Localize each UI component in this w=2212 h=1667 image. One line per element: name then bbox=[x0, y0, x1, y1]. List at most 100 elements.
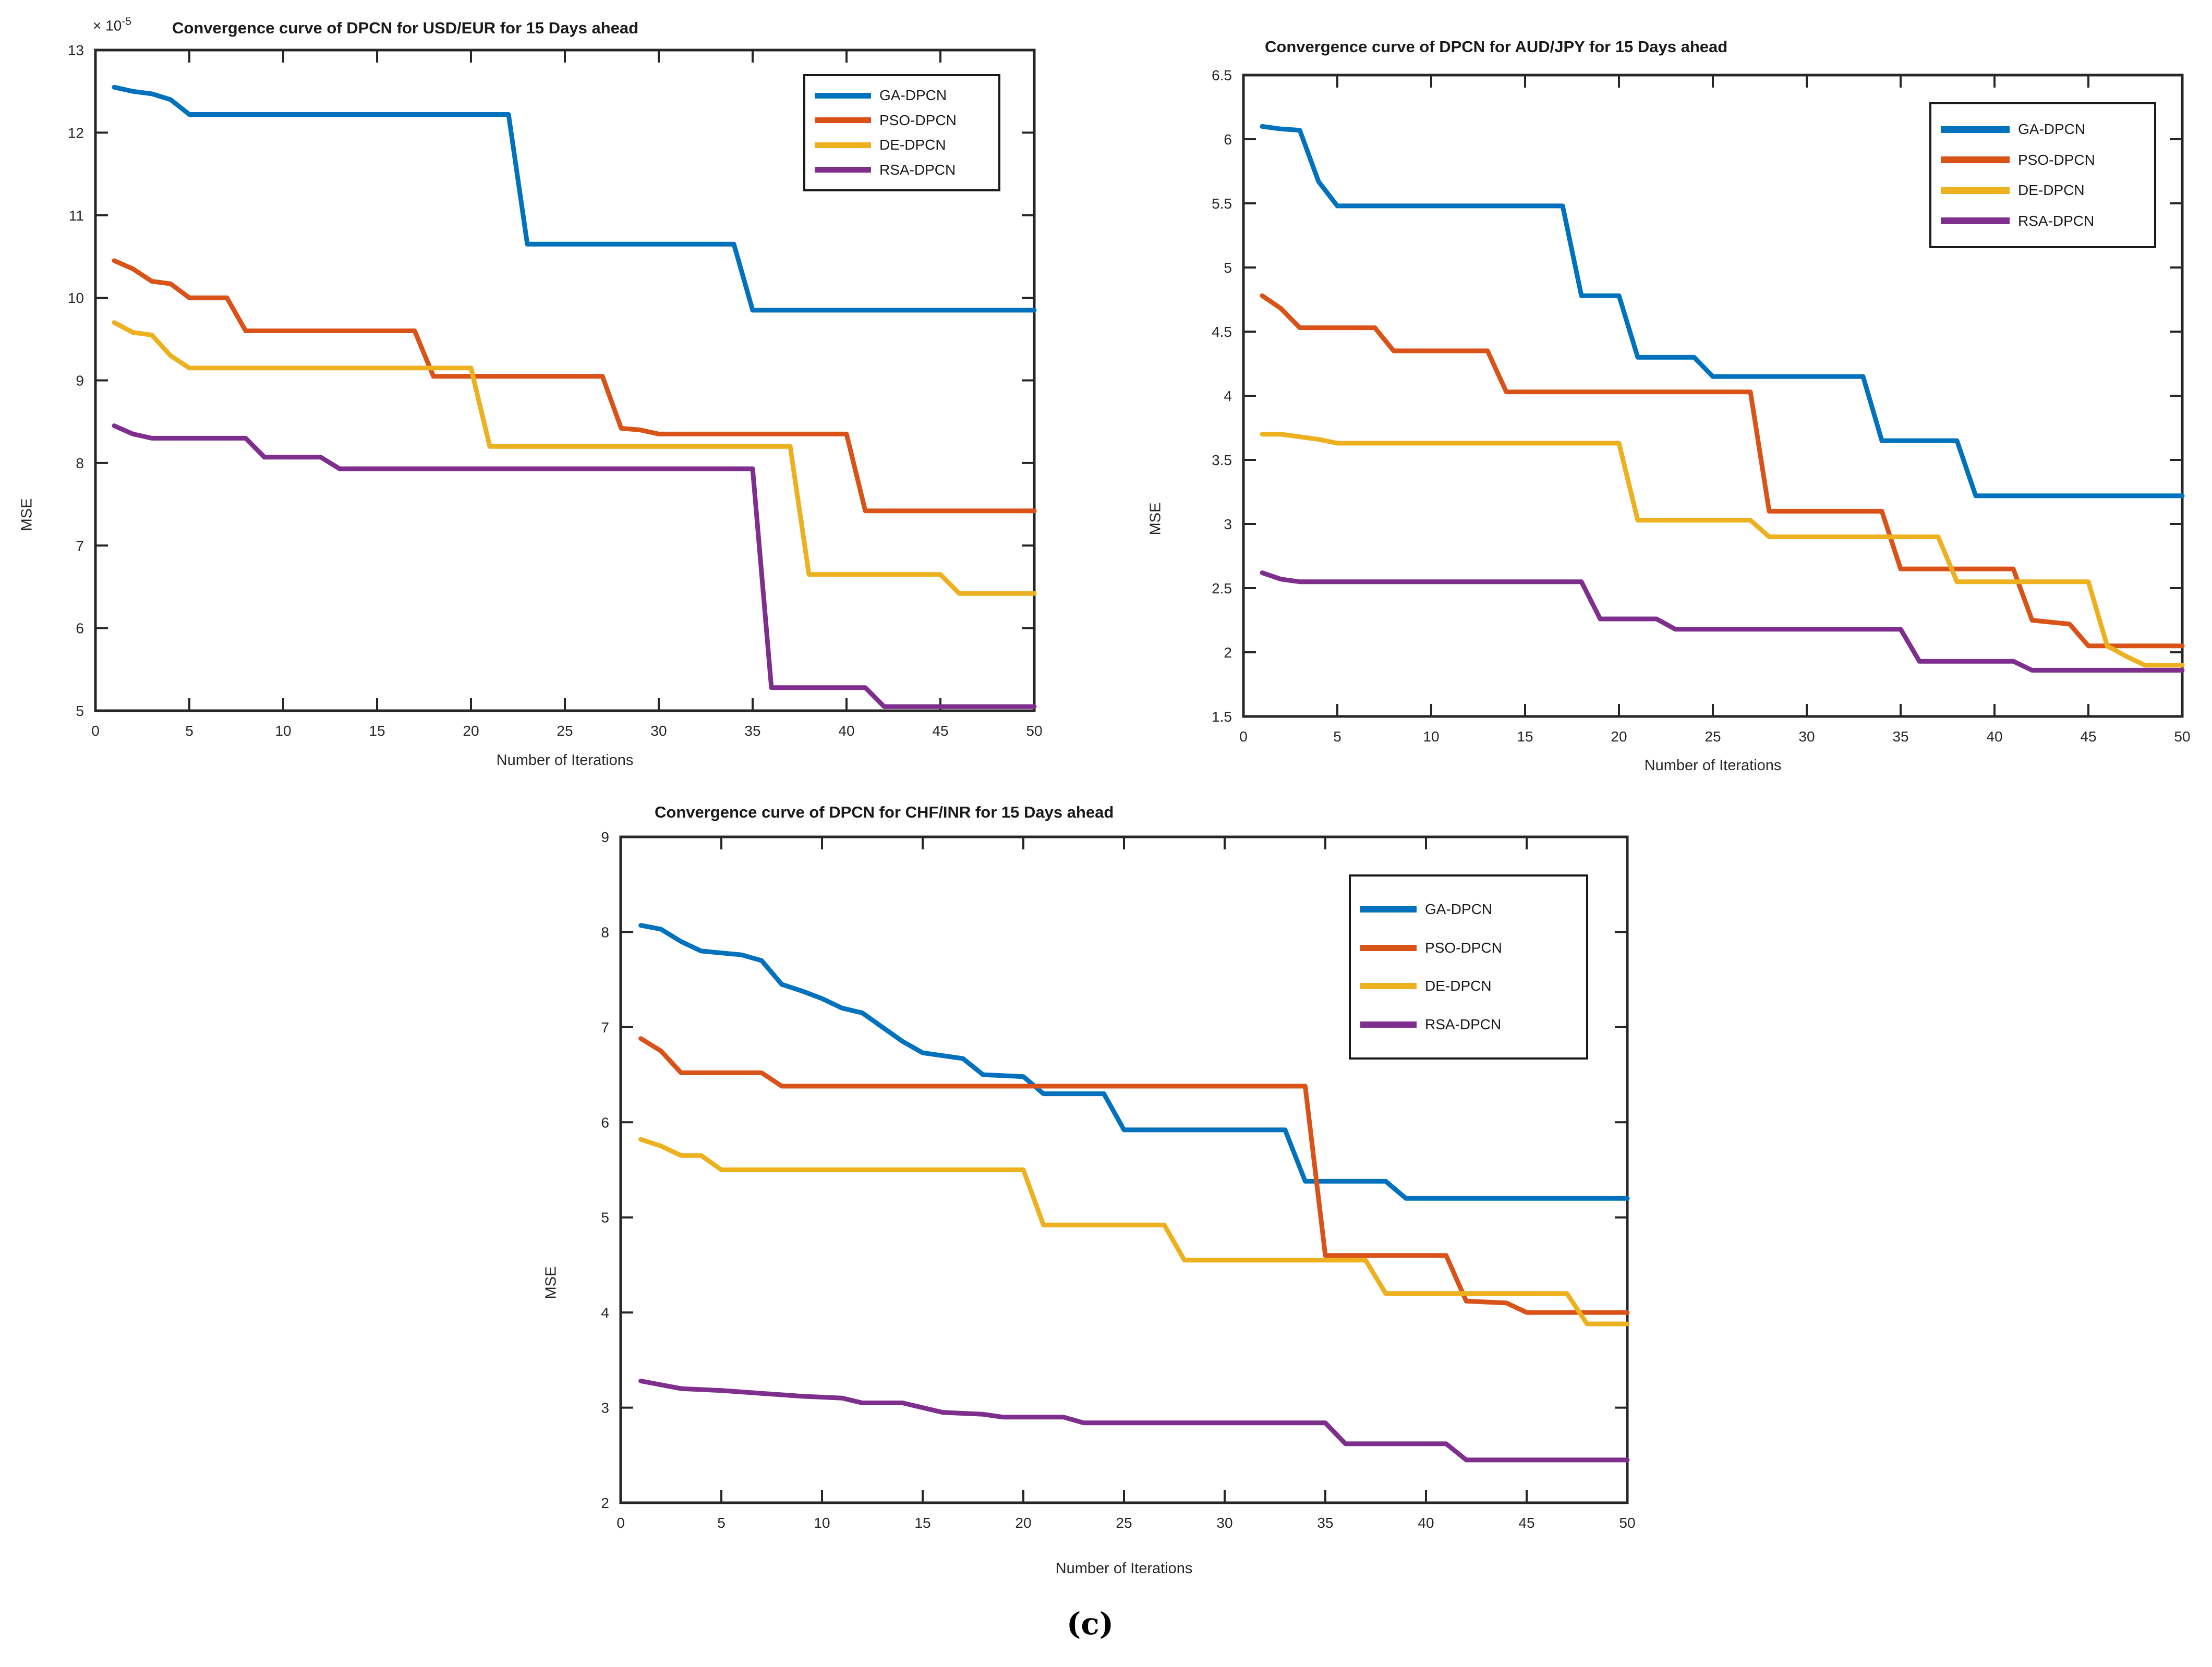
legend-label: RSA-DPCN bbox=[879, 161, 956, 178]
legend-label: PSO-DPCN bbox=[2018, 151, 2095, 168]
de-dpcn-line-swatch bbox=[1360, 983, 1417, 990]
svg-text:3: 3 bbox=[601, 1400, 609, 1416]
y-axis-label: MSE bbox=[542, 1266, 560, 1299]
svg-text:15: 15 bbox=[369, 723, 385, 739]
svg-text:0: 0 bbox=[1239, 728, 1248, 745]
x-axis-label: Number of Iterations bbox=[1055, 1560, 1193, 1577]
svg-text:5: 5 bbox=[185, 723, 194, 739]
plot-area-aud-jpy: 0 5 10 15 20 25 30 35 40 45 50 1.5 2 2.5 3 3.5 4 4.5 5 5.5 6… bbox=[1212, 67, 2191, 745]
svg-text:5: 5 bbox=[601, 1210, 609, 1226]
legend-item-ga-dpcn: GA-DPCN bbox=[1937, 121, 2149, 138]
svg-text:5: 5 bbox=[76, 703, 84, 719]
svg-text:50: 50 bbox=[1026, 723, 1042, 739]
svg-text:50: 50 bbox=[2174, 728, 2190, 745]
svg-text:8: 8 bbox=[76, 455, 84, 471]
legend-aud-jpy: GA-DPCN PSO-DPCN DE-DPCN RSA-DPCN bbox=[1929, 102, 2156, 248]
legend-label: GA-DPCN bbox=[879, 87, 947, 104]
svg-text:20: 20 bbox=[463, 723, 479, 739]
svg-text:5: 5 bbox=[1333, 728, 1341, 745]
svg-text:11: 11 bbox=[69, 208, 84, 224]
svg-text:30: 30 bbox=[1216, 1515, 1232, 1531]
chart-title-chf-inr: Convergence curve of DPCN for CHF/INR fo… bbox=[655, 803, 1114, 821]
legend-item-rsa-dpcn: RSA-DPCN bbox=[811, 162, 993, 178]
ga-dpcn-line-swatch bbox=[815, 92, 871, 99]
legend-item-ga-dpcn: GA-DPCN bbox=[1356, 901, 1581, 918]
legend-label: RSA-DPCN bbox=[1425, 1016, 1502, 1032]
svg-text:3: 3 bbox=[1224, 516, 1232, 532]
svg-text:45: 45 bbox=[1518, 1515, 1534, 1531]
legend-label: RSA-DPCN bbox=[2018, 212, 2095, 229]
svg-text:15: 15 bbox=[1517, 728, 1533, 745]
svg-text:6.5: 6.5 bbox=[1212, 67, 1232, 83]
svg-text:35: 35 bbox=[1317, 1515, 1333, 1531]
legend-label: PSO-DPCN bbox=[879, 112, 957, 128]
svg-text:25: 25 bbox=[1116, 1515, 1132, 1531]
svg-text:0: 0 bbox=[91, 723, 100, 739]
x-axis-label: Number of Iterations bbox=[496, 752, 634, 769]
legend-label: DE-DPCN bbox=[879, 137, 946, 153]
svg-text:30: 30 bbox=[650, 723, 667, 739]
svg-text:3.5: 3.5 bbox=[1212, 452, 1232, 468]
svg-text:45: 45 bbox=[2080, 728, 2096, 745]
de-dpcn-line-swatch bbox=[815, 142, 871, 148]
de-dpcn-line-swatch bbox=[1941, 187, 2010, 194]
pso-dpcn-line-swatch bbox=[815, 117, 871, 124]
svg-text:12: 12 bbox=[68, 125, 84, 141]
chart-chf-inr: 0 5 10 15 20 25 30 35 40 45 50 2 3 4 5 6 7 8 9 Convergence… bbox=[522, 798, 1669, 1632]
svg-text:35: 35 bbox=[744, 723, 760, 739]
svg-text:25: 25 bbox=[557, 723, 573, 739]
figure-caption: (c) bbox=[1066, 1606, 1114, 1641]
svg-text:6: 6 bbox=[76, 620, 84, 637]
svg-text:1.5: 1.5 bbox=[1212, 709, 1232, 725]
svg-text:13: 13 bbox=[68, 42, 84, 58]
legend-item-ga-dpcn: GA-DPCN bbox=[811, 87, 993, 104]
svg-text:25: 25 bbox=[1705, 728, 1721, 745]
svg-text:10: 10 bbox=[68, 290, 84, 306]
svg-text:2: 2 bbox=[1224, 644, 1232, 661]
legend-item-pso-dpcn: PSO-DPCN bbox=[811, 112, 993, 129]
rsa-dpcn-line-swatch bbox=[815, 167, 871, 173]
exponent-value: -5 bbox=[122, 16, 131, 28]
x-axis-label: Number of Iterations bbox=[1644, 757, 1782, 774]
svg-text:6: 6 bbox=[601, 1114, 609, 1130]
svg-text:7: 7 bbox=[76, 538, 84, 554]
svg-text:9: 9 bbox=[76, 373, 84, 389]
svg-text:5: 5 bbox=[717, 1515, 726, 1531]
legend-item-pso-dpcn: PSO-DPCN bbox=[1937, 152, 2149, 168]
svg-text:10: 10 bbox=[814, 1515, 830, 1531]
svg-text:20: 20 bbox=[1611, 728, 1627, 745]
chart-aud-jpy: 0 5 10 15 20 25 30 35 40 45 50 1.5 2 2.5 3 3.5 4 4.5 5 5.5 6… bbox=[1137, 0, 2212, 813]
svg-text:2.5: 2.5 bbox=[1212, 580, 1232, 597]
ga-dpcn-line-swatch bbox=[1941, 126, 2010, 133]
rsa-dpcn-line-swatch bbox=[1360, 1021, 1417, 1028]
svg-text:10: 10 bbox=[1423, 728, 1439, 745]
svg-text:5: 5 bbox=[1224, 260, 1232, 276]
legend-usd-eur: GA-DPCN PSO-DPCN DE-DPCN RSA-DPCN bbox=[803, 74, 1000, 191]
rsa-dpcn-line-swatch bbox=[1941, 217, 2010, 225]
svg-text:9: 9 bbox=[601, 829, 609, 845]
svg-text:30: 30 bbox=[1798, 728, 1815, 745]
legend-chf-inr: GA-DPCN PSO-DPCN DE-DPCN RSA-DPCN bbox=[1349, 874, 1588, 1060]
legend-item-de-dpcn: DE-DPCN bbox=[1937, 182, 2149, 199]
svg-text:40: 40 bbox=[1418, 1515, 1434, 1531]
legend-item-de-dpcn: DE-DPCN bbox=[811, 137, 993, 153]
svg-text:20: 20 bbox=[1015, 1515, 1031, 1531]
legend-label: DE-DPCN bbox=[2018, 182, 2085, 199]
svg-text:15: 15 bbox=[914, 1515, 930, 1531]
chart-title-aud-jpy: Convergence curve of DPCN for AUD/JPY fo… bbox=[1265, 38, 1728, 56]
svg-text:45: 45 bbox=[932, 723, 948, 739]
pso-dpcn-line-swatch bbox=[1941, 156, 2010, 164]
svg-text:4: 4 bbox=[1224, 388, 1232, 404]
ga-dpcn-line-swatch bbox=[1360, 906, 1417, 913]
svg-text:0: 0 bbox=[617, 1515, 625, 1531]
y-axis-label: MSE bbox=[18, 498, 35, 531]
legend-label: GA-DPCN bbox=[2018, 121, 2086, 138]
chart-usd-eur: 0 5 10 15 20 25 30 35 40 45 50 5 6 7 8 9 10 11 12 13 × 10-5… bbox=[0, 0, 1106, 813]
svg-text:5.5: 5.5 bbox=[1212, 196, 1232, 212]
svg-text:35: 35 bbox=[1892, 728, 1908, 745]
chart-title-usd-eur: Convergence curve of DPCN for USD/EUR fo… bbox=[172, 19, 639, 37]
legend-item-pso-dpcn: PSO-DPCN bbox=[1356, 940, 1581, 956]
pso-dpcn-line-swatch bbox=[1360, 944, 1417, 951]
